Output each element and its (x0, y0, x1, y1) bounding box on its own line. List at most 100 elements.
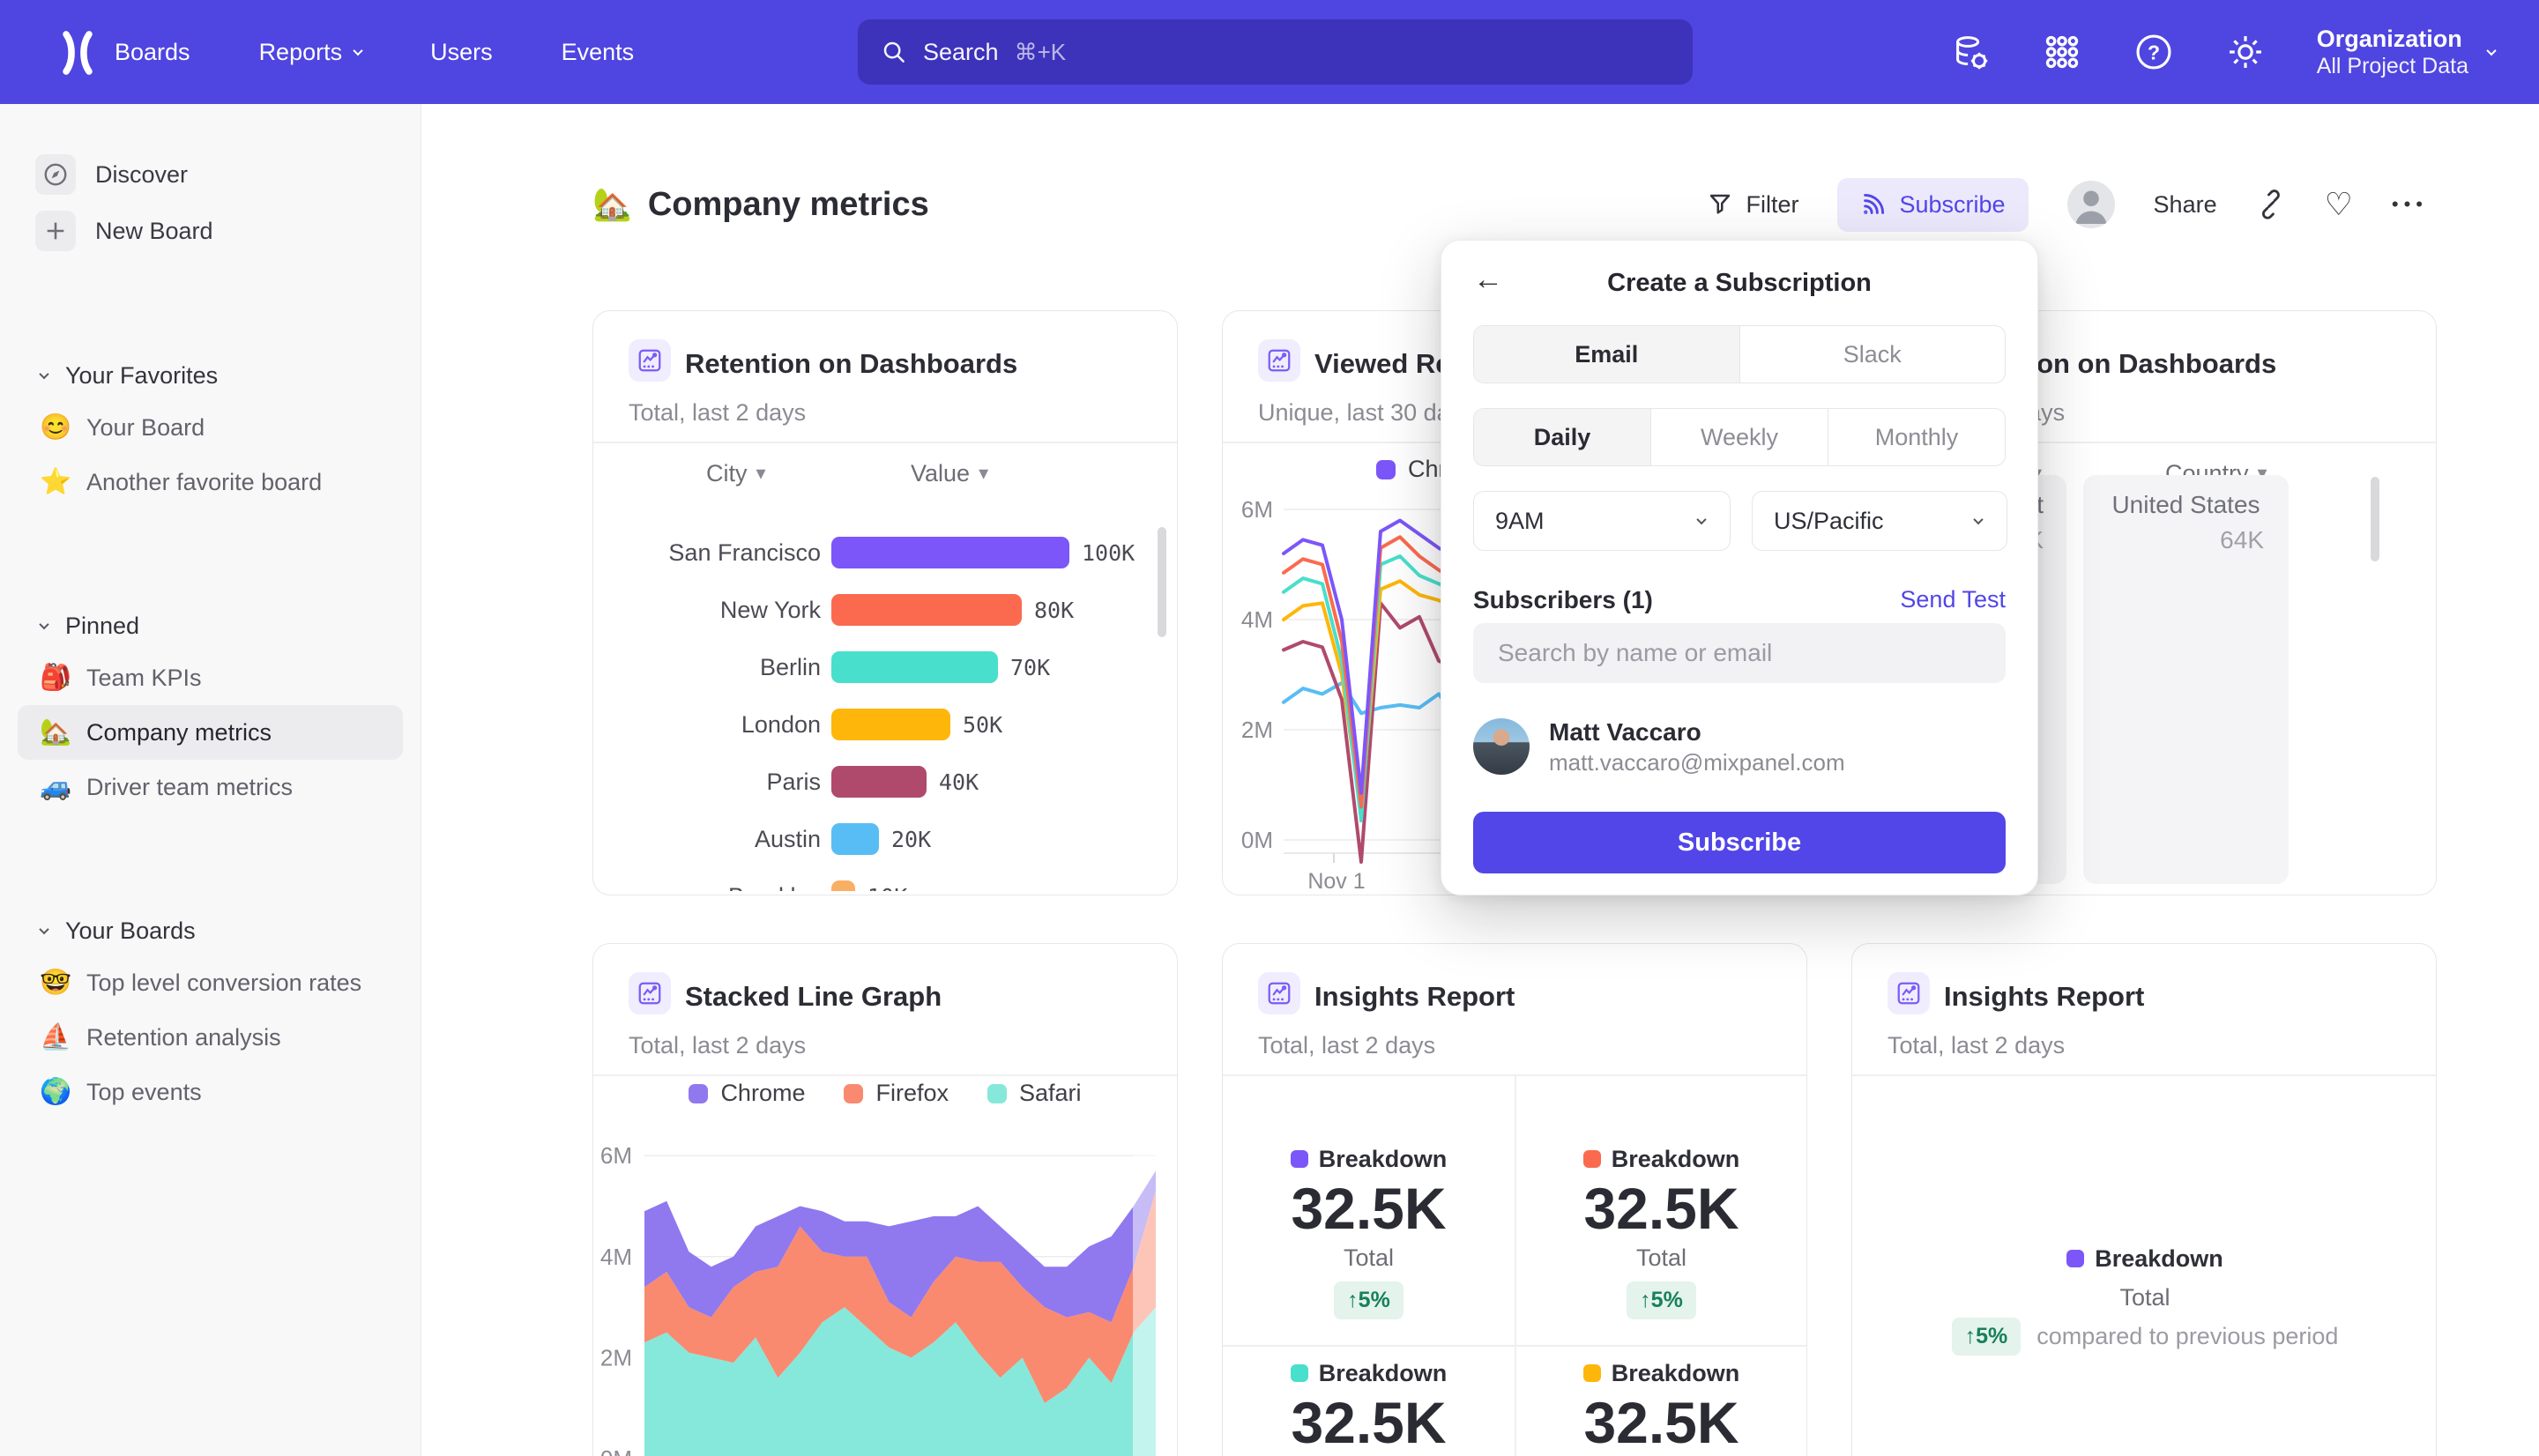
metric-tile[interactable]: Breakdown 32.5K Total ↑5% (1223, 1144, 1515, 1319)
favorite-heart-icon[interactable]: ♡ (2324, 186, 2353, 222)
sidebar-item-top-level-conversion-rates[interactable]: 🤓 Top level conversion rates (39, 969, 362, 997)
card-title[interactable]: Insights Report (1944, 981, 2145, 1012)
nav-item-reports[interactable]: Reports (259, 39, 363, 66)
subscriber-search-input[interactable] (1473, 623, 2006, 683)
table-row[interactable]: Austin 20K (593, 821, 1154, 857)
sidebar-item-company-metrics[interactable]: 🏡 Company metrics (18, 705, 403, 760)
back-arrow-icon[interactable]: ← (1473, 263, 1503, 296)
bar (831, 709, 950, 740)
timezone-select[interactable]: US/Pacific (1752, 491, 2007, 551)
legend-swatch (844, 1083, 864, 1103)
frequency-tab-weekly[interactable]: Weekly (1650, 409, 1828, 465)
scrollbar-thumb[interactable] (2371, 477, 2379, 561)
scrollbar-thumb[interactable] (1158, 527, 1166, 637)
table-row[interactable]: Brooklyn10K (593, 879, 1154, 891)
table-row[interactable]: Berlin 70K (593, 650, 1154, 685)
sidebar-item-discover[interactable]: Discover (0, 146, 421, 203)
table-row[interactable]: New York 80K (593, 592, 1154, 628)
sidebar-item-driver-team-metrics[interactable]: 🚙 Driver team metrics (39, 773, 294, 801)
mixpanel-logo-icon[interactable] (55, 30, 101, 76)
nav-item-boards[interactable]: Boards (115, 38, 190, 65)
legend-swatch (1290, 1150, 1308, 1168)
metric-value: 32.5K (1291, 1176, 1447, 1241)
metric-tile[interactable]: Breakdown 32.5K Total ↑5% (1290, 1359, 1448, 1455)
stacked-line-graph-chart[interactable]: 0M 2M 4M 6M (593, 1122, 1177, 1456)
bar (831, 651, 998, 683)
subscriber-email: matt.vaccaro@mixpanel.com (1549, 749, 1845, 776)
sidebar-item-your-board[interactable]: 😊 Your Board (39, 413, 205, 442)
delta-badge: ↑5% (1951, 1318, 2022, 1356)
stacked-area-chart-area[interactable]: Chrome Firefox Safari 0M 2M 4M 6M (593, 1076, 1177, 1456)
data-management-icon[interactable] (1950, 32, 1991, 72)
more-options-button[interactable]: ••• (2391, 193, 2428, 215)
metric-tile[interactable]: Breakdown 32.5K Total ↑5% (1582, 1359, 1740, 1455)
legend-swatch (2066, 1250, 2085, 1267)
nav-item-events[interactable]: Events (561, 38, 635, 65)
send-test-link[interactable]: Send Test (1900, 586, 2006, 613)
sort-caret-icon: ▾ (756, 462, 766, 484)
sidebar-item-retention-analysis[interactable]: ⛵ Retention analysis (39, 1023, 281, 1051)
sidebar-item-another-favorite-board[interactable]: ⭐ Another favorite board (39, 468, 323, 496)
svg-text:4M: 4M (600, 1244, 632, 1270)
card-insights-report-grid: Insights Report Total, last 2 days Break… (1222, 943, 1807, 1456)
link-icon (2261, 189, 2280, 219)
chevron-down-icon (2486, 45, 2497, 56)
copy-link-button[interactable] (2256, 189, 2286, 219)
board-actions: Filter Subscribe Share ♡ ••• (1707, 177, 2428, 232)
sidebar-item-top-events[interactable]: 🌍 Top events (39, 1078, 202, 1106)
sidebar-item-new-board[interactable]: New Board (0, 203, 421, 259)
compass-icon (35, 154, 76, 195)
table-row[interactable]: London 50K (593, 707, 1154, 742)
sidebar-section-your-favorites[interactable]: Your Favorites (0, 351, 421, 400)
chevron-down-icon (1696, 514, 1707, 525)
table-row[interactable]: Paris 40K (593, 764, 1154, 799)
metric-tile[interactable]: Breakdown 32.5K Total ↑5% (1515, 1144, 1807, 1319)
card-stacked-line-graph: Stacked Line Graph Total, last 2 days Ch… (592, 943, 1178, 1456)
legend-swatch (1582, 1364, 1601, 1382)
metric-value: 32.5K (1583, 1390, 1739, 1455)
legend-item-safari[interactable]: Safari (987, 1080, 1082, 1107)
legend-item-firefox[interactable]: Firefox (844, 1080, 949, 1107)
person-icon (2074, 190, 2107, 224)
sidebar-item-team-kpis[interactable]: 🎒 Team KPIs (39, 664, 202, 692)
user-avatar[interactable] (2066, 181, 2115, 228)
org-switcher[interactable]: Organization All Project Data (2317, 25, 2497, 79)
chevron-down-icon (39, 368, 49, 380)
svg-text:2M: 2M (1241, 717, 1273, 743)
column-header-city[interactable]: City ▾ (706, 459, 766, 487)
subscriber-row[interactable]: Matt Vaccaro matt.vaccaro@mixpanel.com (1473, 717, 1845, 776)
filter-button[interactable]: Filter (1707, 191, 1798, 219)
nav-item-users[interactable]: Users (430, 38, 493, 65)
table-row[interactable]: San Francisco 100K (593, 535, 1154, 570)
pivot-cell-united-states[interactable]: United States 64K (2083, 475, 2289, 884)
card-subtitle: Total, last 2 days (1887, 1032, 2066, 1059)
channel-tab-email[interactable]: Email (1474, 326, 1739, 383)
card-title[interactable]: Insights Report (1314, 981, 1515, 1012)
subscribe-button[interactable]: Subscribe (1837, 177, 2029, 232)
metric-tile[interactable]: Breakdown Total ↑5% compared to previous… (1852, 1244, 2438, 1356)
metric-unit: Total (2119, 1284, 2170, 1311)
settings-gear-icon[interactable] (2225, 32, 2266, 72)
report-chart-icon (629, 339, 671, 382)
global-search-input[interactable]: Search ⌘+K (858, 19, 1693, 85)
help-icon[interactable]: ? (2133, 32, 2174, 72)
frequency-tab-daily[interactable]: Daily (1474, 409, 1650, 465)
divider (1223, 1345, 1806, 1347)
time-select[interactable]: 9AM (1473, 491, 1731, 551)
channel-tab-slack[interactable]: Slack (1739, 326, 2006, 383)
pivot-cell-label: United States (2111, 491, 2260, 518)
apps-grid-icon[interactable] (2042, 32, 2082, 72)
retention-table[interactable]: City ▾ Value ▾ San Francisco 100K New York 8… (593, 443, 1177, 891)
card-title[interactable]: Stacked Line Graph (685, 981, 942, 1012)
chevron-down-icon (39, 924, 49, 935)
sort-caret-icon: ▾ (2257, 462, 2267, 484)
column-header-value[interactable]: Value ▾ (911, 459, 989, 487)
share-button[interactable]: Share (2153, 190, 2217, 218)
modal-subscribe-button[interactable]: Subscribe (1473, 812, 2006, 873)
card-title[interactable]: Retention on Dashboards (685, 348, 1018, 379)
sidebar-section-pinned[interactable]: Pinned (0, 601, 421, 650)
sidebar-section-your-boards[interactable]: Your Boards (0, 906, 421, 955)
legend-swatch (1290, 1364, 1308, 1382)
frequency-tab-monthly[interactable]: Monthly (1828, 409, 2005, 465)
legend-item-chrome[interactable]: Chrome (689, 1080, 805, 1107)
